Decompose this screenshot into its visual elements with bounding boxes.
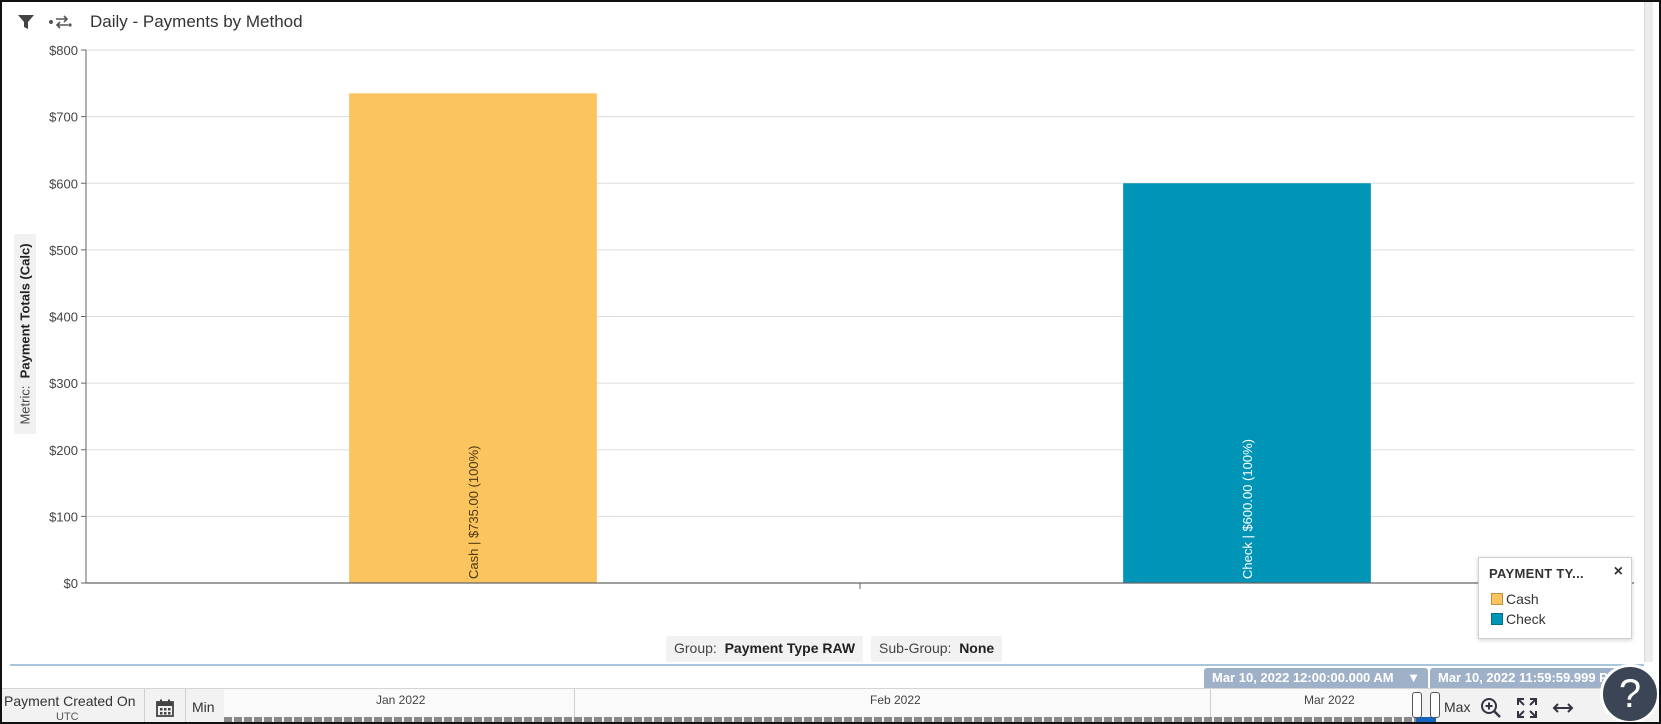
legend-title: PAYMENT TY... [1489,566,1584,581]
y-tick-label: $300 [49,376,78,391]
legend-swatch-cash [1491,593,1503,605]
bar-data-label: Cash | $735.00 (100%) [466,446,481,579]
y-tick-label: $500 [49,243,78,258]
fit-to-screen-icon[interactable] [1512,694,1542,722]
bars: Cash | $735.00 (100%) Check | $600.00 (10… [349,93,1371,584]
timeline-divider [10,664,1644,666]
timeline-min-button[interactable]: Min [192,699,215,715]
timeline-right-handle[interactable] [1430,692,1440,718]
range-end-display[interactable]: Mar 10, 2022 11:59:59.999 P [1430,668,1626,688]
legend-panel: PAYMENT TY... × Cash Check [1478,557,1632,639]
y-tick-label: $800 [49,43,78,58]
timeline-left-handle[interactable] [1412,692,1422,718]
gridlines [86,49,1634,584]
month-separator [1210,689,1211,722]
group-value: Payment Type RAW [724,640,856,656]
legend-close-icon[interactable]: × [1613,563,1623,580]
zoom-in-icon[interactable] [1476,694,1506,722]
y-tick-label: $700 [49,110,78,125]
timeline-month-label: Jan 2022 [376,693,426,707]
bar-cash[interactable] [349,93,597,584]
timeline-max-button[interactable]: Max [1444,699,1471,715]
y-tick-label: $100 [49,509,78,524]
subgroup-prefix: Sub-Group: [879,640,952,656]
range-start-selector[interactable]: Mar 10, 2022 12:00:00.000 AM ▼ [1204,668,1428,688]
expand-horizontal-icon[interactable] [1548,694,1578,722]
timeline-axis[interactable]: Jan 2022 Feb 2022 Mar 2022 [224,689,1416,722]
timeline-month-label: Feb 2022 [870,693,921,707]
timeline-day-ticks [224,717,1416,722]
timeline-selection [1416,717,1436,722]
calendar-icon[interactable] [144,689,186,722]
vertical-scrollbar[interactable] [1644,2,1653,662]
timeline-field-label: Payment Created On [4,693,136,709]
legend-item-cash[interactable]: Cash [1491,591,1539,607]
timeline-month-label: Mar 2022 [1304,693,1355,707]
bar-check[interactable] [1123,183,1371,583]
timeline-bar: Payment Created On UTC Min Jan 2022 Feb … [2,688,1659,723]
y-tick-label: $0 [64,576,78,591]
timezone-label: UTC [56,711,79,723]
month-separator [574,689,575,722]
legend-swatch-check [1491,613,1503,625]
legend-label-cash: Cash [1506,591,1539,607]
chart-title: Daily - Payments by Method [90,12,303,31]
y-tick-label: $200 [49,443,78,458]
help-button[interactable]: ? [1600,664,1659,722]
chart-toolbar: Daily - Payments by Method [2,2,1642,42]
legend-item-check[interactable]: Check [1491,611,1546,627]
chevron-down-icon[interactable]: ▼ [1407,670,1420,685]
group-selector[interactable]: Group: Payment Type RAW [666,636,864,662]
bar-data-label: Check | $600.00 (100%) [1240,439,1255,579]
legend-label-check: Check [1506,611,1546,627]
grouping-bar: Group: Payment Type RAW Sub-Group: None [666,636,1003,662]
swap-arrows-icon[interactable] [46,10,74,34]
axes [85,50,1634,589]
bar-chart: $0 $100 $200 $300 $400 $500 $600 $700 $800 Cash … [49,43,1634,591]
range-end-text: Mar 10, 2022 11:59:59.999 P [1438,670,1608,685]
subgroup-selector[interactable]: Sub-Group: None [871,636,1003,662]
y-axis-ticks: $0 $100 $200 $300 $400 $500 $600 $700 $800 [49,43,86,591]
subgroup-value: None [959,640,995,656]
range-start-text: Mar 10, 2022 12:00:00.000 AM [1212,670,1394,685]
filter-icon[interactable] [12,10,40,34]
y-tick-label: $600 [49,176,78,191]
metric-selector[interactable]: Metric: Payment Totals (Calc) [14,234,36,434]
y-tick-label: $400 [49,310,78,325]
group-prefix: Group: [674,640,717,656]
